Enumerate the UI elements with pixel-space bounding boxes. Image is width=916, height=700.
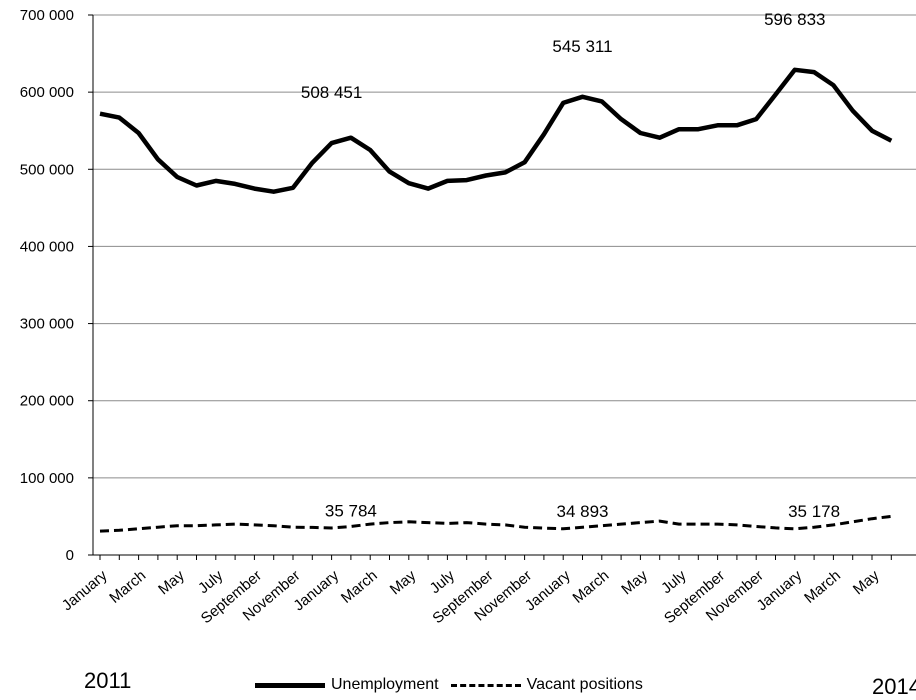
y-axis: 0 100 000 200 000 300 000 400 000 500 000 600 … [20,7,94,564]
x-tick-label: March [570,567,613,607]
data-annotations: 508 451 545 311 596 833 35 784 34 893 35 178 [301,10,840,521]
legend-item-vacant-positions: Vacant positions [450,676,643,694]
x-tick-label: May [618,567,651,599]
legend: Unemployment Vacant positions [255,674,655,696]
data-label: 35 784 [325,501,377,520]
x-tick-label: May [850,567,883,599]
y-tick-label: 600 000 [20,84,74,101]
series-lines [99,67,893,533]
data-label: 35 178 [788,502,840,521]
legend-item-unemployment: Unemployment [255,676,439,694]
y-tick-label: 200 000 [20,393,74,410]
x-tick-label: March [801,567,844,607]
x-tick-label: March [338,567,381,607]
y-tick-label: 0 [66,547,74,564]
data-label: 545 311 [552,37,612,56]
y-tick-label: 700 000 [20,7,74,24]
x-tick-label: July [427,567,459,597]
x-tick-label: May [155,567,188,599]
data-label: 34 893 [557,502,609,521]
grid-lines [93,14,916,479]
data-label: 596 833 [764,10,825,29]
legend-label-unemployment: Unemployment [331,676,439,693]
x-tick-label: March [106,567,149,607]
legend-solid-line-swatch [255,682,325,688]
x-tick-label: July [658,567,690,597]
series-line-unemployment [99,67,893,194]
end-year-label: 2014 [872,674,916,699]
y-tick-label: 500 000 [20,161,74,178]
x-tick-label: January [59,567,111,615]
legend-label-vacant-positions: Vacant positions [526,676,643,693]
series-line-vacant-positions [99,514,892,533]
legend-dashed-line-swatch [450,683,521,687]
start-year-label: 2011 [84,668,132,693]
y-tick-label: 100 000 [20,470,74,487]
x-tick-label: May [387,567,420,599]
data-label: 508 451 [301,83,362,102]
y-tick-label: 300 000 [20,316,74,333]
y-tick-label: 400 000 [20,238,74,255]
x-tick-label: July [195,567,227,597]
